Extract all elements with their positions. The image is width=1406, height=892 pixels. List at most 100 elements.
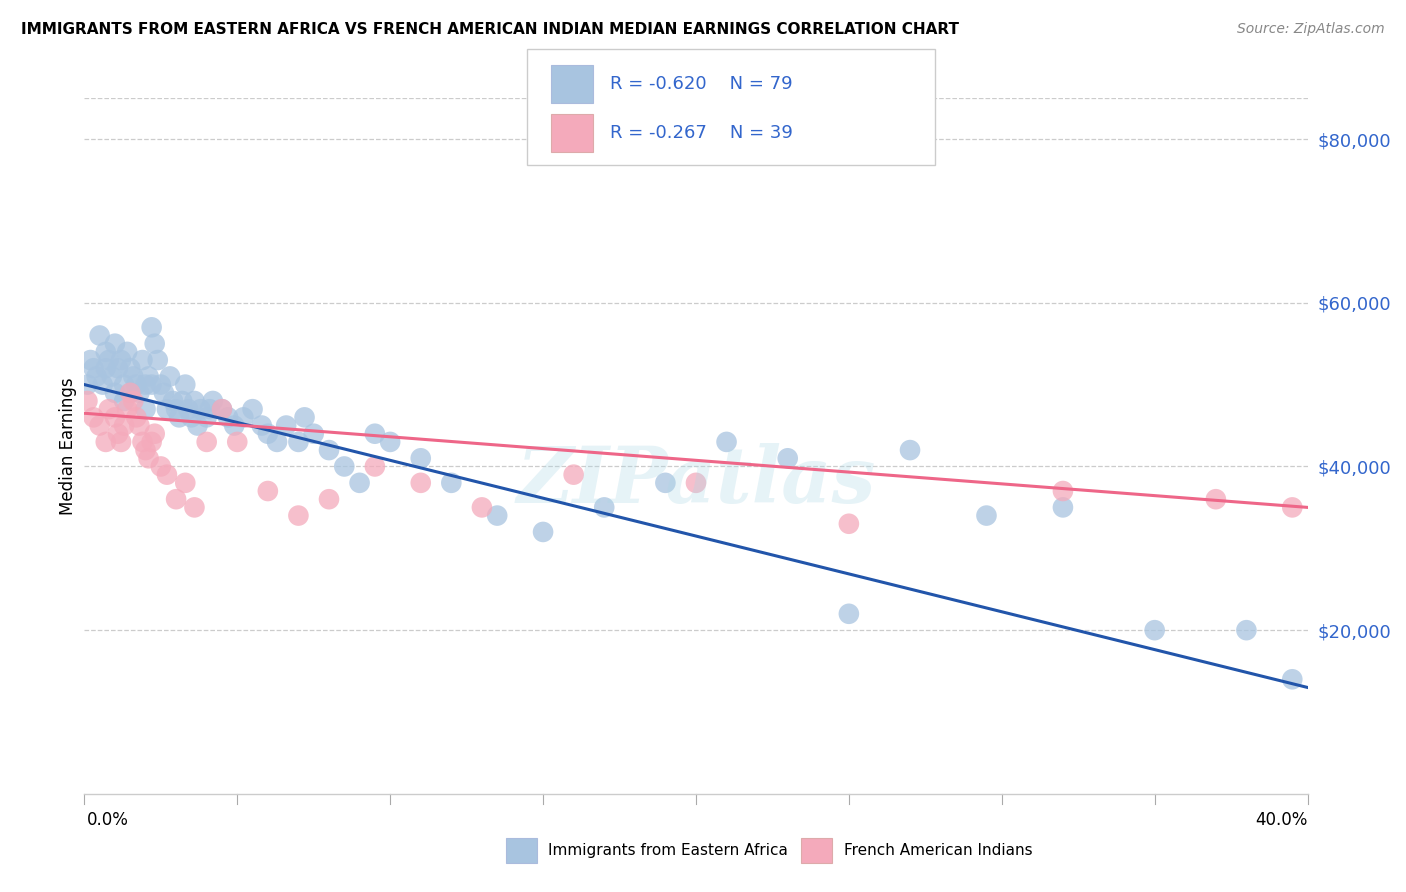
Point bbox=[120, 385, 142, 400]
Point bbox=[318, 492, 340, 507]
Point bbox=[838, 607, 860, 621]
Point bbox=[224, 418, 246, 433]
Point bbox=[1052, 483, 1074, 498]
Point bbox=[276, 418, 298, 433]
Point bbox=[153, 385, 176, 400]
Point bbox=[91, 377, 114, 392]
Point bbox=[211, 402, 233, 417]
Point bbox=[257, 426, 280, 441]
Point bbox=[716, 434, 738, 449]
Point bbox=[250, 418, 273, 433]
Point bbox=[186, 418, 208, 433]
Point bbox=[112, 418, 135, 433]
Point bbox=[172, 394, 194, 409]
Point bbox=[131, 434, 153, 449]
Point bbox=[190, 402, 212, 417]
Point bbox=[104, 336, 127, 351]
Point bbox=[201, 394, 224, 409]
Point bbox=[257, 483, 280, 498]
Point bbox=[138, 369, 160, 384]
Point bbox=[318, 443, 340, 458]
Point bbox=[232, 410, 254, 425]
Text: French American Indians: French American Indians bbox=[844, 844, 1032, 858]
Point bbox=[183, 394, 205, 409]
Point bbox=[531, 524, 554, 539]
Point bbox=[198, 402, 221, 417]
Point bbox=[174, 475, 197, 490]
Text: ZIPatlas: ZIPatlas bbox=[516, 442, 876, 519]
Point bbox=[115, 402, 138, 417]
Text: 40.0%: 40.0% bbox=[1256, 811, 1308, 829]
Point bbox=[141, 320, 163, 334]
Point bbox=[86, 369, 108, 384]
Point bbox=[94, 361, 117, 376]
Point bbox=[471, 500, 494, 515]
Point bbox=[156, 467, 179, 482]
Point bbox=[976, 508, 998, 523]
Point bbox=[1205, 492, 1227, 507]
Point bbox=[364, 426, 387, 441]
Point bbox=[122, 394, 145, 409]
Point bbox=[79, 353, 101, 368]
Point bbox=[294, 410, 316, 425]
Point bbox=[76, 394, 98, 409]
Point bbox=[110, 434, 132, 449]
Text: Source: ZipAtlas.com: Source: ZipAtlas.com bbox=[1237, 22, 1385, 37]
Point bbox=[174, 377, 197, 392]
Point bbox=[143, 336, 166, 351]
Point bbox=[1143, 623, 1166, 637]
Point bbox=[115, 344, 138, 359]
Point bbox=[125, 377, 148, 392]
Text: Immigrants from Eastern Africa: Immigrants from Eastern Africa bbox=[548, 844, 789, 858]
Point bbox=[1281, 500, 1303, 515]
Point bbox=[104, 385, 127, 400]
Point bbox=[97, 402, 120, 417]
Point bbox=[76, 377, 98, 392]
Point bbox=[94, 434, 117, 449]
Point bbox=[94, 344, 117, 359]
Point bbox=[183, 500, 205, 515]
Point bbox=[141, 377, 163, 392]
Point bbox=[128, 385, 150, 400]
Point bbox=[146, 353, 169, 368]
Y-axis label: Median Earnings: Median Earnings bbox=[59, 377, 77, 515]
Point bbox=[562, 467, 585, 482]
Point bbox=[180, 410, 202, 425]
Point bbox=[149, 377, 172, 392]
Point bbox=[141, 434, 163, 449]
Point bbox=[226, 434, 249, 449]
Point bbox=[120, 361, 142, 376]
Point bbox=[101, 369, 124, 384]
Point bbox=[128, 418, 150, 433]
Point bbox=[135, 377, 157, 392]
Point bbox=[83, 410, 105, 425]
Point bbox=[287, 508, 309, 523]
Point bbox=[89, 328, 111, 343]
Point bbox=[302, 426, 325, 441]
Point bbox=[898, 443, 921, 458]
Point bbox=[107, 426, 129, 441]
Point bbox=[654, 475, 676, 490]
Point bbox=[89, 418, 111, 433]
Point bbox=[211, 402, 233, 417]
Point bbox=[131, 353, 153, 368]
Text: 0.0%: 0.0% bbox=[87, 811, 129, 829]
Point bbox=[159, 369, 181, 384]
Point bbox=[104, 410, 127, 425]
Text: R = -0.620    N = 79: R = -0.620 N = 79 bbox=[610, 75, 793, 93]
Point bbox=[217, 410, 239, 425]
Point bbox=[380, 434, 402, 449]
Point bbox=[242, 402, 264, 417]
Point bbox=[1281, 673, 1303, 687]
Text: R = -0.267    N = 39: R = -0.267 N = 39 bbox=[610, 124, 793, 142]
Point bbox=[138, 451, 160, 466]
Point bbox=[685, 475, 707, 490]
Point bbox=[112, 377, 135, 392]
Point bbox=[409, 475, 432, 490]
Point bbox=[135, 443, 157, 458]
Point bbox=[364, 459, 387, 474]
Point bbox=[1234, 623, 1257, 637]
Point bbox=[440, 475, 463, 490]
Point bbox=[165, 402, 187, 417]
Point bbox=[349, 475, 371, 490]
